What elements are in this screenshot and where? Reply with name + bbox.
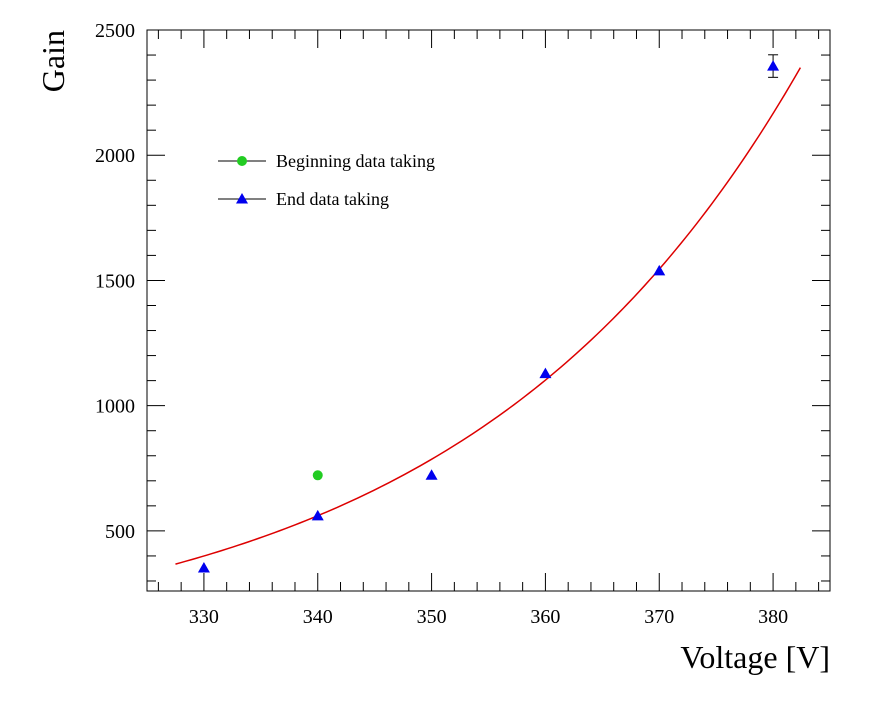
fit-curve-layer <box>175 67 802 565</box>
end-data-point <box>425 469 438 480</box>
legend: Beginning data taking End data taking <box>218 151 435 209</box>
data-points <box>197 54 780 573</box>
y-axis-title: Gain <box>35 30 71 92</box>
end-data-point <box>767 60 780 71</box>
fit-curve <box>175 67 802 565</box>
legend-label: End data taking <box>276 189 389 209</box>
end-data-point <box>311 509 324 521</box>
legend-marker <box>237 156 247 166</box>
legend-marker <box>236 193 248 204</box>
plot-frame <box>146 29 831 592</box>
end-data-point <box>653 264 666 276</box>
x-axis-title: Voltage [V] <box>680 639 830 675</box>
y-tick-label: 1500 <box>95 270 135 292</box>
axes: 330 340 350 360 370 380 500 1000 1500 2000 2500 <box>95 20 831 628</box>
end-data-point <box>539 367 552 379</box>
x-tick-label: 370 <box>644 606 674 628</box>
legend-label: Beginning data taking <box>276 151 435 171</box>
beginning-data-point <box>312 470 323 481</box>
y-tick-label: 500 <box>105 521 135 543</box>
x-tick-label: 340 <box>303 606 333 628</box>
x-tick-label: 380 <box>758 606 788 628</box>
y-tick-label: 2000 <box>95 145 135 167</box>
x-tick-label: 330 <box>189 606 219 628</box>
x-tick-label: 360 <box>530 606 560 628</box>
x-tick-label: 350 <box>417 606 447 628</box>
y-tick-label: 2500 <box>95 20 135 42</box>
end-data-point <box>197 561 210 573</box>
y-tick-label: 1000 <box>95 396 135 418</box>
